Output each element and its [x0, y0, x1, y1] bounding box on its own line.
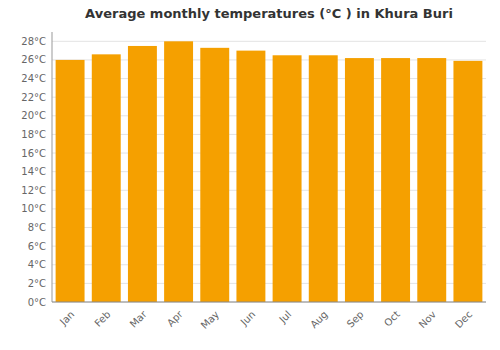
chart: Average monthly temperatures (°C ) in Kh… — [0, 0, 500, 350]
x-tick-label: Mar — [128, 308, 150, 330]
y-tick-label: 0°C — [28, 297, 46, 308]
x-tick-label: Nov — [417, 309, 439, 331]
y-tick-label: 14°C — [21, 166, 46, 177]
x-tick-label: Jan — [57, 309, 76, 328]
y-tick-label: 22°C — [21, 92, 46, 103]
y-tick-label: 8°C — [28, 222, 46, 233]
y-tick-label: 28°C — [21, 36, 46, 47]
x-tick-label: Jul — [276, 309, 293, 326]
x-tick-label: Jun — [238, 309, 258, 329]
y-tick-label: 18°C — [21, 129, 46, 140]
bar — [381, 58, 410, 302]
bar — [200, 48, 229, 302]
x-tick-label: Aug — [308, 309, 330, 331]
grid-line — [52, 302, 486, 303]
y-tick-label: 26°C — [21, 54, 46, 65]
y-tick-label: 2°C — [28, 278, 46, 289]
y-axis-line — [52, 32, 53, 302]
y-tick-label: 4°C — [28, 259, 46, 270]
x-axis-line — [52, 302, 486, 303]
bar — [309, 55, 338, 302]
bar — [273, 55, 302, 302]
bar — [345, 58, 374, 302]
x-tick-label: Dec — [453, 309, 474, 330]
page: {"chart_data": {"type": "bar", "title": … — [0, 0, 500, 350]
grid-line — [52, 41, 486, 42]
y-tick-label: 12°C — [21, 185, 46, 196]
bar — [56, 60, 85, 302]
x-tick-label: Sep — [345, 309, 366, 330]
y-tick-label: 6°C — [28, 241, 46, 252]
bar — [236, 51, 265, 302]
bar — [164, 41, 193, 302]
y-tick-label: 20°C — [21, 110, 46, 121]
y-tick-label: 24°C — [21, 73, 46, 84]
chart-container: Average monthly temperatures (°C ) in Kh… — [0, 0, 500, 350]
bar — [128, 46, 157, 302]
bar — [92, 54, 121, 302]
x-tick-label: Apr — [165, 308, 186, 329]
bar — [453, 61, 482, 302]
x-tick-label: Feb — [92, 309, 112, 329]
x-tick-label: Oct — [382, 309, 402, 329]
x-tick-label: May — [199, 309, 221, 331]
bars — [56, 41, 483, 302]
grid — [52, 41, 486, 302]
y-tick-label: 16°C — [21, 148, 46, 159]
y-tick-label: 10°C — [21, 203, 46, 214]
bar — [417, 58, 446, 302]
title: Average monthly temperatures (°C ) in Kh… — [85, 6, 453, 21]
